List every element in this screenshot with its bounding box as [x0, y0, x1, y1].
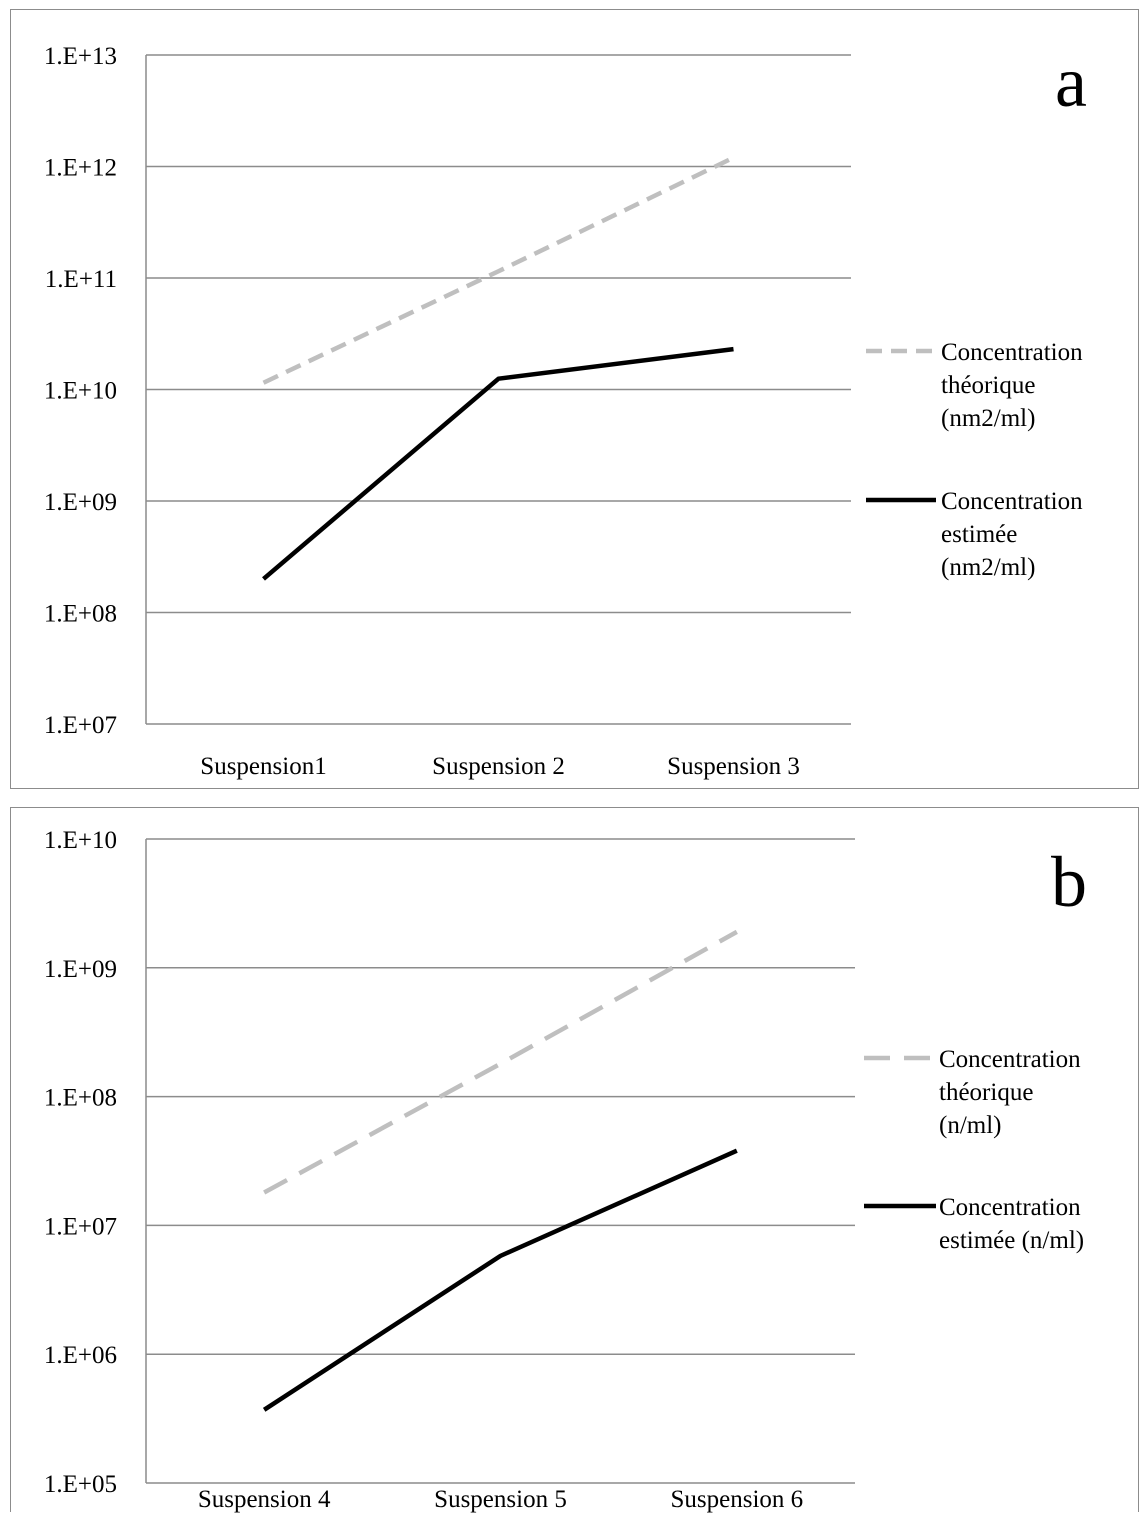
legend-label: Concentration	[939, 1194, 1081, 1221]
legend-label: (nm2/ml)	[941, 405, 1035, 432]
y-tick-label: 1.E+08	[44, 601, 117, 628]
legend-label: théorique	[941, 372, 1035, 399]
y-tick-label: 1.E+07	[44, 1213, 117, 1240]
x-tick-label: Suspension 3	[667, 753, 800, 780]
y-tick-label: 1.E+09	[44, 489, 117, 516]
legend-label: (nm2/ml)	[941, 554, 1035, 581]
x-tick-label: Suspension 5	[434, 1486, 567, 1513]
y-tick-label: 1.E+06	[44, 1342, 117, 1369]
y-tick-label: 1.E+11	[45, 266, 117, 293]
legend-label: Concentration	[941, 339, 1083, 366]
x-tick-label: Suspension 4	[198, 1486, 331, 1513]
legend-label: Concentration	[939, 1046, 1081, 1073]
y-tick-label: 1.E+09	[44, 956, 117, 983]
chart-panel-b: 1.E+05 1.E+06 1.E+07 1.E+08 1.E+09 1.E+10 Susp…	[10, 807, 1139, 1513]
legend-label: théorique	[939, 1079, 1033, 1106]
panel-label: a	[1055, 42, 1087, 122]
x-tick-label: Suspension 6	[671, 1486, 804, 1513]
legend-label: estimée (n/ml)	[939, 1227, 1084, 1254]
series-line-estimee	[262, 1148, 738, 1412]
panel-label: b	[1051, 842, 1087, 922]
legend-label: (n/ml)	[939, 1112, 1002, 1139]
y-tick-label: 1.E+07	[44, 712, 117, 739]
legend-label: Concentration	[941, 488, 1083, 515]
chart-b-svg: 1.E+05 1.E+06 1.E+07 1.E+08 1.E+09 1.E+10 Susp…	[44, 827, 1087, 1513]
y-tick-label: 1.E+05	[44, 1471, 117, 1498]
x-tick-label: Suspension1	[200, 753, 326, 780]
y-tick-label: 1.E+08	[44, 1085, 117, 1112]
x-tick-label: Suspension 2	[432, 753, 565, 780]
series-line-estimee	[262, 346, 734, 581]
y-tick-label: 1.E+13	[44, 43, 117, 70]
series-line-theorique	[262, 155, 735, 385]
y-tick-label: 1.E+12	[44, 155, 117, 182]
series-line-theorique	[263, 929, 738, 1195]
y-tick-label: 1.E+10	[44, 827, 117, 854]
chart-a-svg: 1.E+07 1.E+08 1.E+09 1.E+10 1.E+11 1.E+12 1.E+…	[44, 42, 1087, 780]
y-tick-label: 1.E+10	[44, 378, 117, 405]
legend-label: estimée	[941, 521, 1017, 548]
chart-panel-a: 1.E+07 1.E+08 1.E+09 1.E+10 1.E+11 1.E+12 1.E+…	[10, 9, 1139, 789]
